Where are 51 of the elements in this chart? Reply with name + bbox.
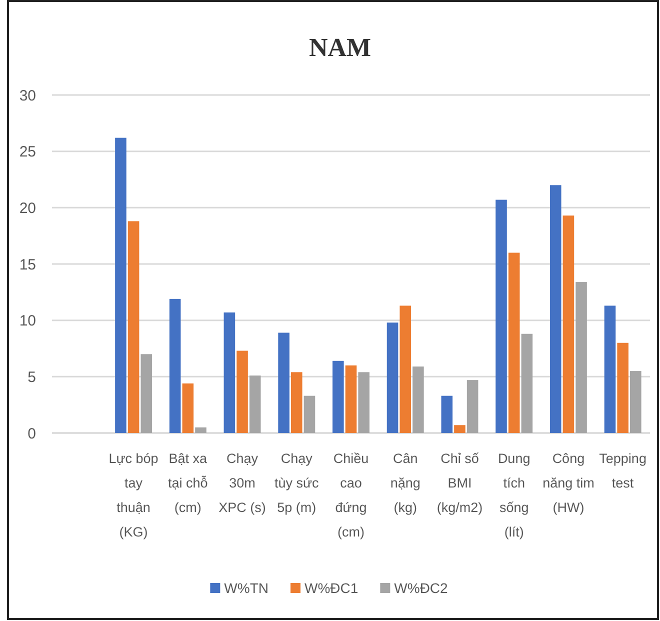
y-tick-label: 15 [19,256,36,274]
x-tick-label: Tepping test [599,451,646,490]
x-tick-label: Chạy 30m XPC (s) [218,451,266,515]
bar [508,252,520,433]
legend-label: W%ĐC2 [394,580,448,596]
x-tick-label: Cân nặng (kg) [390,451,420,515]
y-tick-label: 10 [19,312,36,330]
bar [278,332,290,433]
bar [386,322,398,433]
bar [466,380,478,433]
y-tick-label: 20 [19,200,36,217]
legend-label: W%ĐC1 [304,580,358,596]
x-tick-label: Dung tích sống (lít) [498,451,530,540]
y-tick-label: 30 [19,87,36,104]
bar [521,334,533,433]
bar [304,396,316,433]
bar [345,365,357,433]
bar [441,396,453,433]
bar [358,372,370,433]
x-tick-label: Chỉ số BMI (kg/m2) [436,451,483,515]
x-tick-label: Chạy tùy sức 5p (m) [274,451,320,515]
y-tick-label: 0 [28,425,36,442]
x-tick-label: Lực bóp tay thuận (KG) [108,451,158,540]
x-tick-label: Bật xa tại chỗ (cm) [168,451,208,515]
bar [115,138,126,433]
x-tick-label: Chiều cao đứng (cm) [333,451,369,540]
bar [128,221,140,433]
bar [604,306,616,433]
bar [412,366,424,433]
bar [576,282,587,433]
bar [496,200,507,433]
bar [550,185,562,433]
y-tick-label: 25 [19,144,36,161]
bar [400,306,412,433]
bar [562,216,574,433]
bar [332,360,344,433]
x-tick-label: Công năng tim (HW) [542,451,594,515]
bar [630,371,642,433]
bar [236,350,248,433]
chart-title: NAM [308,33,372,62]
bar [140,354,152,433]
bar [454,425,466,433]
bar [617,342,628,433]
bar [224,312,236,433]
bar [249,376,261,433]
y-tick-label: 5 [28,368,36,386]
bar [290,372,302,433]
legend-label: W%TN [224,580,268,596]
bar [169,298,181,433]
bar [195,427,206,433]
bar [182,383,194,433]
